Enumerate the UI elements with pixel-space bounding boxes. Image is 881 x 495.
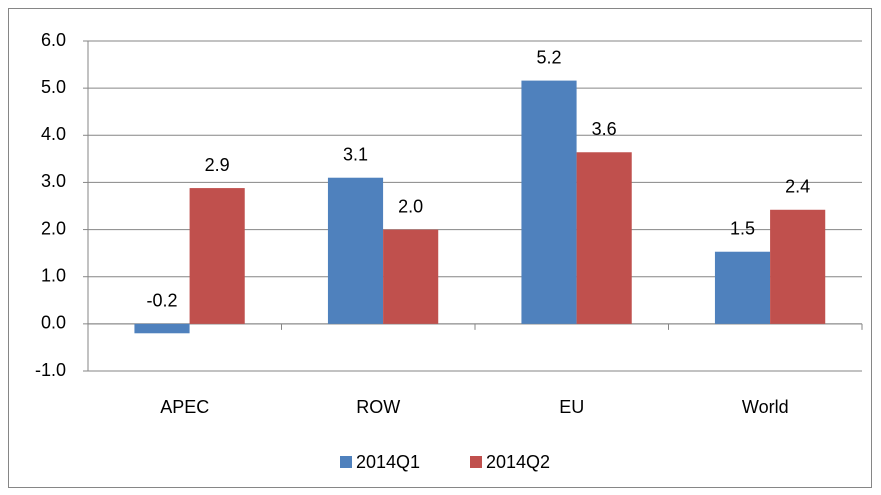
- x-tick-label: APEC: [160, 397, 209, 417]
- data-label: 2.0: [398, 196, 423, 216]
- data-label: -0.2: [146, 291, 177, 311]
- data-label: 3.1: [343, 144, 368, 164]
- data-label: 2.4: [785, 177, 810, 197]
- y-tick-label: 2.0: [41, 218, 66, 238]
- data-label: 5.2: [536, 47, 561, 67]
- bar: [770, 209, 826, 324]
- y-tick-label: 6.0: [41, 30, 66, 50]
- y-tick-label: 4.0: [41, 124, 66, 144]
- bar: [189, 188, 245, 324]
- data-label: 3.6: [592, 119, 617, 139]
- bar: [714, 251, 771, 324]
- bar: [383, 229, 439, 324]
- y-tick-label: -1.0: [35, 360, 66, 380]
- x-tick-label: World: [742, 397, 789, 417]
- data-label: 1.5: [730, 218, 755, 238]
- x-tick-label: ROW: [356, 397, 400, 417]
- legend-swatch: [470, 456, 482, 468]
- bar: [576, 152, 632, 324]
- y-tick-label: 3.0: [41, 171, 66, 191]
- y-tick-label: 0.0: [41, 313, 66, 333]
- legend-label: 2014Q1: [356, 452, 420, 472]
- legend-label: 2014Q2: [486, 452, 550, 472]
- bar: [134, 323, 190, 334]
- bar: [521, 80, 577, 324]
- y-tick-label: 5.0: [41, 77, 66, 97]
- data-label: 2.9: [205, 155, 230, 175]
- bar: [327, 177, 384, 324]
- legend-swatch: [340, 456, 352, 468]
- x-tick-label: EU: [559, 397, 584, 417]
- y-tick-label: 1.0: [41, 265, 66, 285]
